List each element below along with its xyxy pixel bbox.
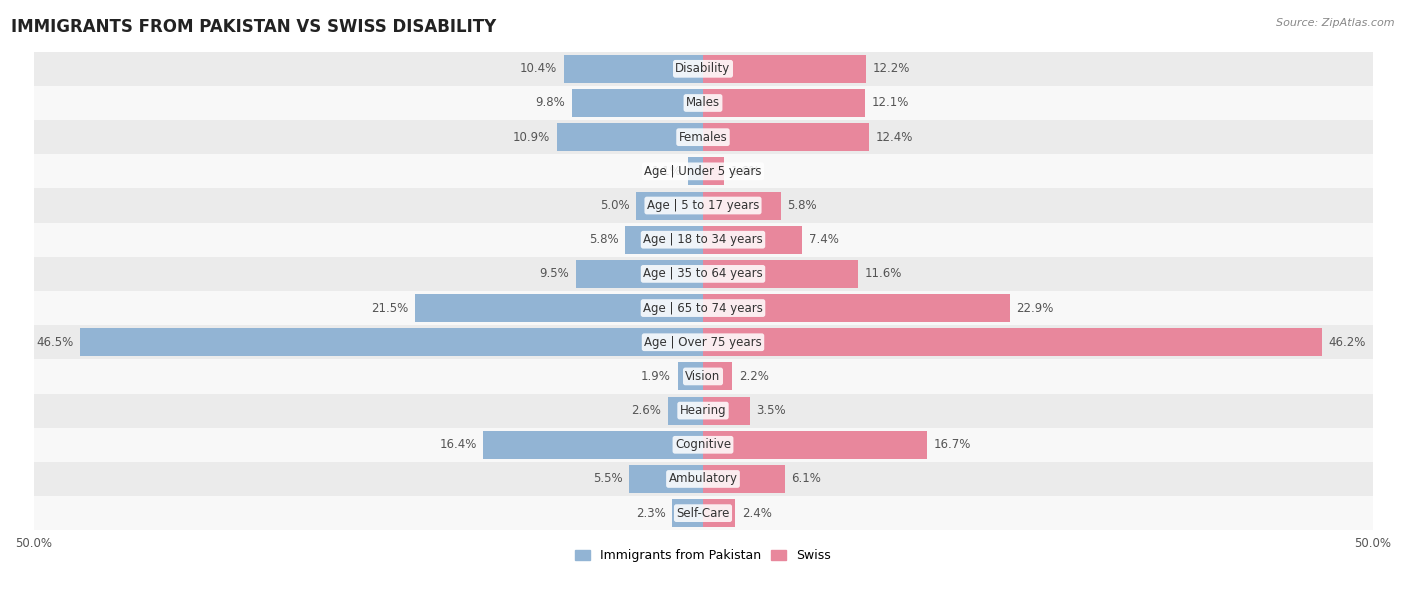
Bar (34, 291, 1372, 325)
Text: 10.4%: 10.4% (520, 62, 557, 75)
Bar (415, 294, 703, 322)
Bar (703, 123, 869, 151)
Text: Age | 18 to 34 years: Age | 18 to 34 years (643, 233, 763, 246)
Bar (703, 328, 1322, 356)
Text: 6.1%: 6.1% (792, 472, 821, 485)
Bar (668, 397, 703, 425)
Text: 10.9%: 10.9% (513, 131, 550, 144)
Text: 2.6%: 2.6% (631, 404, 661, 417)
Bar (630, 465, 703, 493)
Bar (703, 465, 785, 493)
Bar (34, 120, 1372, 154)
Text: IMMIGRANTS FROM PAKISTAN VS SWISS DISABILITY: IMMIGRANTS FROM PAKISTAN VS SWISS DISABI… (11, 18, 496, 36)
Text: 5.8%: 5.8% (589, 233, 619, 246)
Bar (703, 226, 801, 254)
Bar (678, 362, 703, 390)
Text: 21.5%: 21.5% (371, 302, 408, 315)
Text: 2.3%: 2.3% (636, 507, 665, 520)
Text: Age | 5 to 17 years: Age | 5 to 17 years (647, 199, 759, 212)
Bar (703, 89, 865, 117)
Text: Hearing: Hearing (679, 404, 727, 417)
Bar (34, 325, 1372, 359)
Bar (564, 55, 703, 83)
Bar (626, 226, 703, 254)
Text: 11.6%: 11.6% (865, 267, 903, 280)
Text: 5.0%: 5.0% (600, 199, 630, 212)
Bar (636, 192, 703, 220)
Bar (484, 431, 703, 459)
Text: Self-Care: Self-Care (676, 507, 730, 520)
Bar (703, 55, 866, 83)
Text: Cognitive: Cognitive (675, 438, 731, 451)
Bar (703, 157, 724, 185)
Bar (703, 294, 1010, 322)
Text: 7.4%: 7.4% (808, 233, 838, 246)
Text: 9.8%: 9.8% (536, 97, 565, 110)
Bar (34, 428, 1372, 462)
Text: 12.4%: 12.4% (876, 131, 912, 144)
Bar (34, 496, 1372, 530)
Bar (703, 362, 733, 390)
Bar (34, 223, 1372, 257)
Text: Vision: Vision (685, 370, 721, 383)
Text: Age | 65 to 74 years: Age | 65 to 74 years (643, 302, 763, 315)
Bar (672, 499, 703, 527)
Bar (80, 328, 703, 356)
Text: Males: Males (686, 97, 720, 110)
Bar (576, 260, 703, 288)
Bar (34, 86, 1372, 120)
Text: Ambulatory: Ambulatory (668, 472, 738, 485)
Text: 22.9%: 22.9% (1017, 302, 1053, 315)
Bar (34, 154, 1372, 188)
Text: 16.7%: 16.7% (934, 438, 970, 451)
Legend: Immigrants from Pakistan, Swiss: Immigrants from Pakistan, Swiss (569, 544, 837, 567)
Bar (34, 462, 1372, 496)
Bar (34, 257, 1372, 291)
Text: 5.5%: 5.5% (593, 472, 623, 485)
Text: Females: Females (679, 131, 727, 144)
Text: 1.6%: 1.6% (731, 165, 761, 178)
Text: 46.5%: 46.5% (37, 336, 73, 349)
Text: 5.8%: 5.8% (787, 199, 817, 212)
Bar (34, 52, 1372, 86)
Text: 16.4%: 16.4% (439, 438, 477, 451)
Text: 2.2%: 2.2% (740, 370, 769, 383)
Text: 1.1%: 1.1% (652, 165, 682, 178)
Text: Age | Over 75 years: Age | Over 75 years (644, 336, 762, 349)
Bar (703, 499, 735, 527)
Bar (689, 157, 703, 185)
Text: Age | Under 5 years: Age | Under 5 years (644, 165, 762, 178)
Bar (703, 260, 858, 288)
Text: 3.5%: 3.5% (756, 404, 786, 417)
Bar (572, 89, 703, 117)
Text: 9.5%: 9.5% (540, 267, 569, 280)
Bar (34, 359, 1372, 394)
Bar (703, 397, 749, 425)
Bar (703, 431, 927, 459)
Bar (34, 188, 1372, 223)
Text: Disability: Disability (675, 62, 731, 75)
Bar (703, 192, 780, 220)
Text: 46.2%: 46.2% (1329, 336, 1365, 349)
Text: 12.1%: 12.1% (872, 97, 910, 110)
Text: 1.9%: 1.9% (641, 370, 671, 383)
Bar (557, 123, 703, 151)
Text: Age | 35 to 64 years: Age | 35 to 64 years (643, 267, 763, 280)
Text: 12.2%: 12.2% (873, 62, 911, 75)
Text: Source: ZipAtlas.com: Source: ZipAtlas.com (1277, 18, 1395, 28)
Text: 2.4%: 2.4% (742, 507, 772, 520)
Bar (34, 394, 1372, 428)
